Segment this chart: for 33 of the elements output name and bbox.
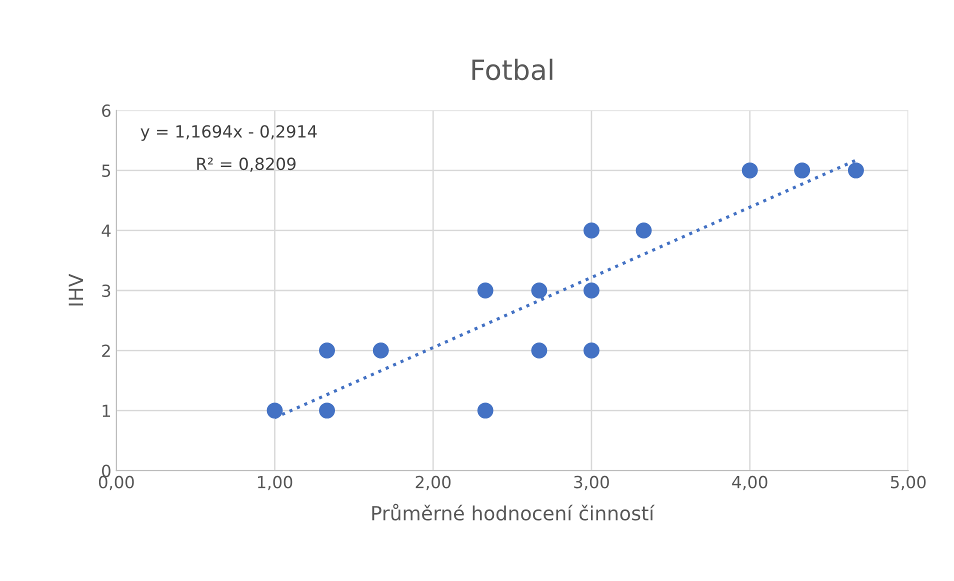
point [584, 282, 600, 298]
point [319, 402, 335, 419]
point [477, 282, 494, 298]
y-tick-label: 5 [102, 164, 110, 177]
y-tick-label: 4 [102, 224, 111, 237]
chart-title: Fotbal [472, 58, 552, 80]
point [636, 222, 652, 238]
annotation: R² = 0,8209 [197, 158, 296, 172]
y-tick-label: 3 [102, 284, 110, 298]
x-tick-label: 1,00 [258, 476, 292, 490]
x-tick-label: 0,00 [98, 476, 134, 490]
point [584, 222, 600, 238]
point [794, 162, 810, 178]
y-axis-title: IHV [68, 274, 83, 306]
point [319, 342, 335, 359]
y-tick-label: 6 [102, 104, 110, 117]
y-tick-label: 0 [102, 464, 110, 478]
y-tick-label: 1 [102, 404, 110, 417]
annotation: y = 1,1694x - 0,2914 [140, 125, 317, 141]
x-tick-label: 2,00 [416, 476, 451, 490]
y-tick-label: 2 [102, 344, 110, 357]
point [372, 342, 389, 359]
point [531, 282, 548, 298]
x-tick-label: 4,00 [732, 476, 768, 490]
point [477, 402, 494, 419]
x-tick-label: 5,00 [890, 476, 926, 490]
point [266, 402, 283, 419]
x-tick-label: 3,00 [574, 476, 609, 490]
x-axis-title: Průměrné hodnocení činností [372, 504, 655, 521]
point [584, 342, 600, 359]
point [848, 162, 864, 178]
point [531, 342, 548, 359]
point [742, 162, 758, 178]
